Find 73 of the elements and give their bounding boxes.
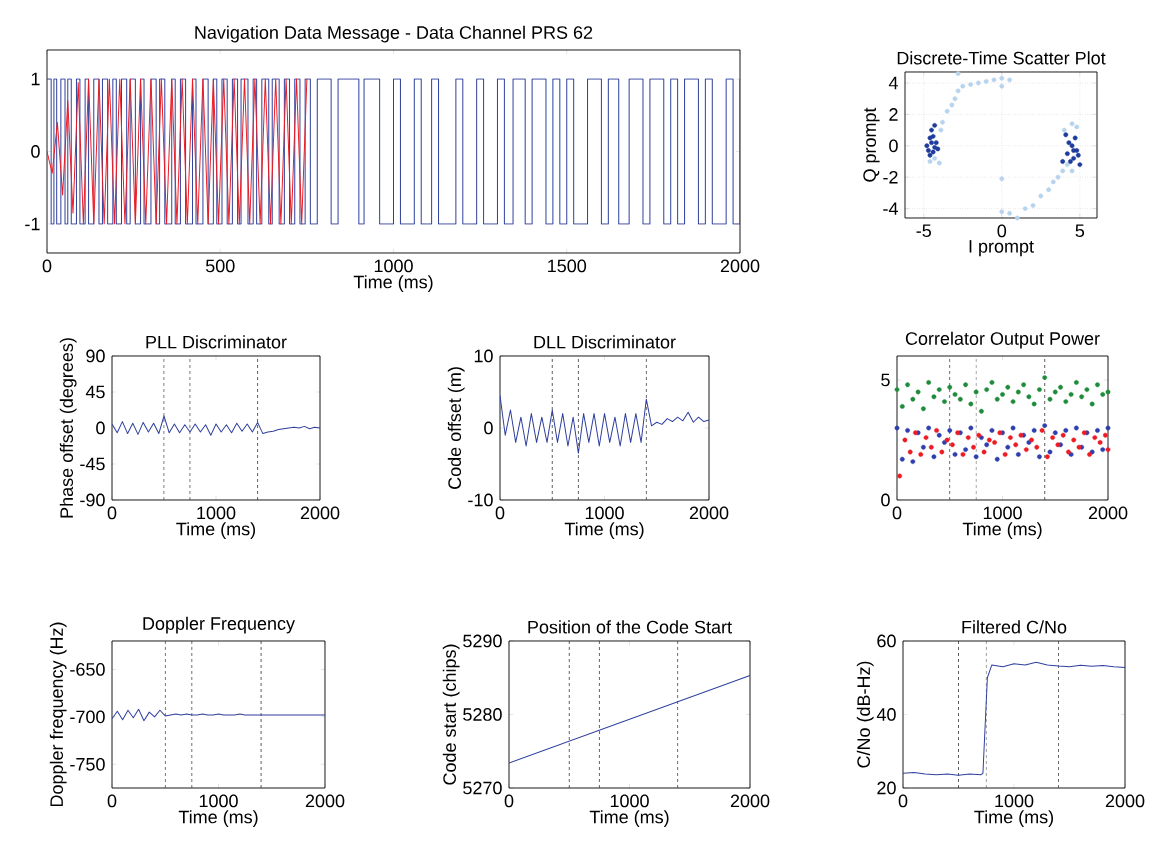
y-tick-label: 10	[474, 349, 493, 363]
y-axis-title: Code start (chips)	[442, 644, 460, 785]
x-tick-label: 500	[205, 259, 235, 273]
x-tick-label: 1000	[585, 506, 624, 520]
y-tick-label: 5	[881, 373, 890, 387]
y-tick-label: 45	[85, 385, 105, 399]
x-axis-title: Time (ms)	[353, 275, 433, 292]
chart-title: Navigation Data Message - Data Channel PRS 62	[195, 25, 593, 43]
y-tick-label: -90	[80, 493, 105, 507]
chart-title: Discrete-Time Scatter Plot	[897, 51, 1106, 65]
y-tick-label: 1	[31, 72, 40, 86]
chart-title: PLL Discriminator	[146, 335, 287, 349]
x-tick-label: 2000	[720, 259, 760, 273]
y-axis-title: Q prompt	[863, 107, 880, 182]
y-axis-title: Code offset (m)	[447, 367, 465, 489]
x-tick-label: 0	[42, 259, 52, 273]
x-tick-label: 5	[1075, 224, 1085, 238]
x-tick-label: 0	[898, 794, 908, 808]
y-tick-label: -700	[70, 710, 105, 724]
x-tick-label: 2000	[300, 506, 340, 520]
x-tick-label: 1000	[983, 506, 1022, 520]
y-tick-label: -45	[80, 457, 105, 471]
x-axis-title: Time (ms)	[176, 522, 256, 539]
x-axis-title: Time (ms)	[178, 810, 258, 827]
x-axis-title: Time (ms)	[962, 522, 1042, 539]
x-tick-label: 0	[997, 224, 1007, 238]
chart-title: Filtered C/No	[962, 620, 1067, 634]
x-tick-label: 1000	[199, 794, 238, 808]
y-tick-label: 4	[888, 76, 898, 90]
chart-title: Position of the Code Start	[528, 620, 732, 634]
x-tick-label: 1500	[548, 259, 587, 273]
chart-title: DLL Discriminator	[534, 335, 676, 349]
y-tick-label: 20	[877, 781, 896, 795]
x-tick-label: 0	[107, 506, 117, 520]
x-axis-title: Time (ms)	[589, 810, 669, 827]
y-tick-label: 0	[881, 493, 890, 507]
x-tick-label: 2000	[689, 506, 729, 520]
y-tick-label: 0	[889, 139, 898, 153]
y-tick-label: 0	[31, 145, 40, 158]
y-tick-label: 0	[96, 421, 105, 435]
y-tick-label: -1	[25, 217, 40, 231]
y-tick-label: 5280	[463, 708, 502, 721]
x-axis-title: I prompt	[969, 240, 1034, 257]
x-tick-label: 2000	[1105, 794, 1145, 808]
chart-title: Correlator Output Power	[905, 331, 1100, 349]
x-tick-label: 0	[504, 794, 514, 808]
x-tick-label: 1000	[610, 794, 649, 808]
x-tick-label: 0	[107, 794, 117, 808]
y-tick-label: -750	[70, 757, 105, 771]
y-tick-label: 40	[876, 708, 896, 721]
x-tick-label: 2000	[730, 794, 770, 808]
chart-title: Doppler Frequency	[143, 616, 295, 634]
x-tick-label: -5	[916, 224, 931, 238]
x-axis-title: Time (ms)	[564, 522, 644, 539]
x-tick-label: 1000	[995, 794, 1034, 808]
x-tick-label: 1000	[197, 506, 236, 520]
y-tick-label: 0	[484, 421, 493, 435]
x-tick-label: 2000	[1088, 506, 1128, 520]
y-tick-label: -650	[70, 663, 105, 676]
x-tick-label: 2000	[305, 794, 345, 808]
y-tick-label: -2	[883, 170, 898, 184]
y-tick-label: -4	[883, 202, 898, 215]
y-axis-title: C/No (dB-Hz)	[856, 661, 874, 768]
y-tick-label: 2	[889, 108, 898, 121]
y-axis-title: Phase offset (degrees)	[59, 338, 77, 518]
y-tick-label: 60	[877, 634, 896, 648]
y-tick-label: 5290	[463, 634, 502, 648]
x-tick-label: 1000	[374, 259, 413, 273]
y-tick-label: -10	[468, 493, 493, 507]
y-axis-title: Doppler frequency (Hz)	[49, 622, 67, 807]
y-tick-label: 90	[86, 349, 105, 363]
y-tick-label: 5270	[463, 781, 502, 795]
x-axis-title: Time (ms)	[974, 810, 1054, 827]
